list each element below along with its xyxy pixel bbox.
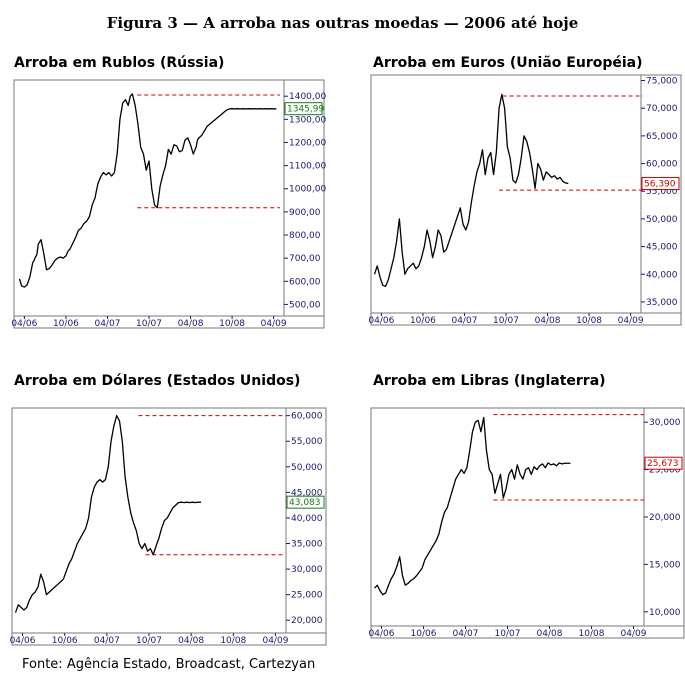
x-tick-label: 04/09 bbox=[261, 319, 287, 329]
y-tick-label: 60,000 bbox=[291, 412, 323, 422]
x-tick-label: 10/08 bbox=[220, 636, 246, 646]
series-line bbox=[373, 93, 569, 288]
y-tick-label: 1200,00 bbox=[289, 138, 326, 148]
y-tick-label: 40,000 bbox=[291, 514, 323, 524]
x-tick-label: 04/08 bbox=[537, 629, 563, 639]
last-value-box bbox=[284, 102, 323, 116]
y-tick-label: 800,00 bbox=[289, 231, 321, 241]
chart-svg: 500,00 600,00 700,00 800,00 900,00 1000,00 110… bbox=[11, 79, 326, 329]
y-tick-label: 55,000 bbox=[646, 187, 678, 197]
y-tick-label: 65,000 bbox=[646, 132, 678, 142]
y-tick-label: 10,000 bbox=[649, 608, 681, 618]
last-value-label: 25,673 bbox=[647, 459, 679, 469]
x-tick-label: 10/08 bbox=[579, 629, 605, 639]
x-tick-label: 04/06 bbox=[10, 636, 36, 646]
chart-panel-dolares: Arroba em Dólares (Estados Unidos) 20,00… bbox=[0, 373, 342, 673]
y-tick-label: 35,000 bbox=[291, 540, 323, 550]
x-tick-label: 10/07 bbox=[136, 636, 162, 646]
x-tick-label: 04/07 bbox=[453, 629, 479, 639]
last-value-box bbox=[286, 495, 325, 509]
x-tick-label: 10/07 bbox=[495, 629, 521, 639]
y-tick-label: 35,000 bbox=[646, 298, 678, 308]
x-tick-label: 10/08 bbox=[576, 316, 602, 326]
figure-title: Figura 3 — A arroba nas outras moedas — … bbox=[106, 14, 579, 32]
x-axis-strip bbox=[13, 315, 325, 329]
chart-title: Arroba em Dólares (Estados Unidos) bbox=[14, 373, 301, 389]
y-tick-label: 75,000 bbox=[646, 77, 678, 87]
x-axis-strip bbox=[370, 312, 682, 326]
y-tick-label: 600,00 bbox=[289, 277, 321, 287]
y-tick-label: 900,00 bbox=[289, 208, 321, 218]
y-tick-label: 1300,00 bbox=[289, 115, 326, 125]
chart-title: Arroba em Rublos (Rússia) bbox=[14, 55, 225, 71]
y-tick-label: 70,000 bbox=[646, 104, 678, 114]
y-tick-label: 25,000 bbox=[649, 466, 681, 476]
x-tick-label: 10/06 bbox=[52, 636, 78, 646]
chart-svg: 20,000 25,000 30,000 35,000 40,000 45,000 50,0… bbox=[10, 407, 327, 646]
chart-svg: 10,000 15,000 20,000 25,000 30,000 04/06 10/06… bbox=[369, 407, 685, 639]
x-tick-label: 04/09 bbox=[262, 636, 288, 646]
plot-frame bbox=[370, 407, 645, 627]
y-tick-label: 700,00 bbox=[289, 254, 321, 264]
x-tick-label: 04/07 bbox=[94, 636, 120, 646]
x-tick-label: 04/09 bbox=[618, 316, 644, 326]
y-tick-label: 25,000 bbox=[291, 591, 323, 601]
chart-title: Arroba em Euros (União Européia) bbox=[373, 55, 643, 71]
plot-frame bbox=[13, 79, 285, 317]
y-axis-panel bbox=[643, 407, 685, 627]
y-tick-label: 60,000 bbox=[646, 160, 678, 170]
series-line bbox=[374, 416, 571, 596]
x-tick-label: 04/09 bbox=[621, 629, 647, 639]
x-tick-label: 10/08 bbox=[219, 319, 245, 329]
x-tick-label: 04/08 bbox=[178, 636, 204, 646]
x-tick-label: 04/07 bbox=[94, 319, 120, 329]
x-tick-label: 04/06 bbox=[368, 316, 394, 326]
x-tick-label: 04/06 bbox=[369, 629, 395, 639]
chart-title: Arroba em Libras (Inglaterra) bbox=[373, 373, 606, 389]
x-tick-label: 04/08 bbox=[178, 319, 204, 329]
y-tick-label: 45,000 bbox=[291, 488, 323, 498]
y-tick-label: 50,000 bbox=[646, 215, 678, 225]
x-tick-label: 10/06 bbox=[410, 316, 436, 326]
y-tick-label: 1100,00 bbox=[289, 162, 326, 172]
y-tick-label: 55,000 bbox=[291, 437, 323, 447]
y-tick-label: 1400,00 bbox=[289, 92, 326, 102]
y-tick-label: 20,000 bbox=[649, 513, 681, 523]
y-tick-label: 500,00 bbox=[289, 300, 321, 310]
last-value-label: 56,390 bbox=[644, 180, 676, 190]
x-axis-strip bbox=[370, 625, 685, 639]
source-note: Fonte: Agência Estado, Broadcast, Cartez… bbox=[22, 657, 316, 672]
series-line bbox=[18, 93, 277, 288]
last-value-label: 43,083 bbox=[289, 498, 321, 508]
y-axis-panel bbox=[285, 407, 327, 634]
chart-svg: 35,000 40,000 45,000 50,000 55,000 60,000 65,0… bbox=[368, 74, 682, 326]
y-tick-label: 15,000 bbox=[649, 560, 681, 570]
plot-frame bbox=[370, 74, 642, 314]
y-axis-panel bbox=[640, 74, 682, 314]
last-value-box bbox=[641, 177, 680, 191]
x-tick-label: 10/07 bbox=[493, 316, 519, 326]
x-tick-label: 04/08 bbox=[535, 316, 561, 326]
y-tick-label: 30,000 bbox=[649, 418, 681, 428]
y-tick-label: 30,000 bbox=[291, 565, 323, 575]
last-value-label: 1345,99 bbox=[287, 105, 324, 115]
y-tick-label: 1000,00 bbox=[289, 185, 326, 195]
y-axis-panel bbox=[283, 79, 325, 317]
x-axis-strip bbox=[11, 632, 327, 646]
chart-panel-libras: Arroba em Libras (Inglaterra) 10,000 15,0… bbox=[359, 373, 685, 673]
chart-panel-euros: Arroba em Euros (União Européia) 35,000 4… bbox=[359, 55, 685, 355]
x-tick-label: 10/06 bbox=[411, 629, 437, 639]
plot-frame bbox=[11, 407, 287, 634]
series-line bbox=[14, 415, 201, 613]
y-tick-label: 40,000 bbox=[646, 270, 678, 280]
y-tick-label: 20,000 bbox=[291, 616, 323, 626]
chart-panel-rublos: Arroba em Rublos (Rússia) 500,00 600,00 70… bbox=[0, 55, 342, 355]
x-tick-label: 10/07 bbox=[136, 319, 162, 329]
y-tick-label: 50,000 bbox=[291, 463, 323, 473]
x-tick-label: 10/06 bbox=[53, 319, 79, 329]
x-tick-label: 04/06 bbox=[11, 319, 37, 329]
y-tick-label: 45,000 bbox=[646, 243, 678, 253]
x-tick-label: 04/07 bbox=[451, 316, 477, 326]
last-value-box bbox=[644, 456, 683, 470]
